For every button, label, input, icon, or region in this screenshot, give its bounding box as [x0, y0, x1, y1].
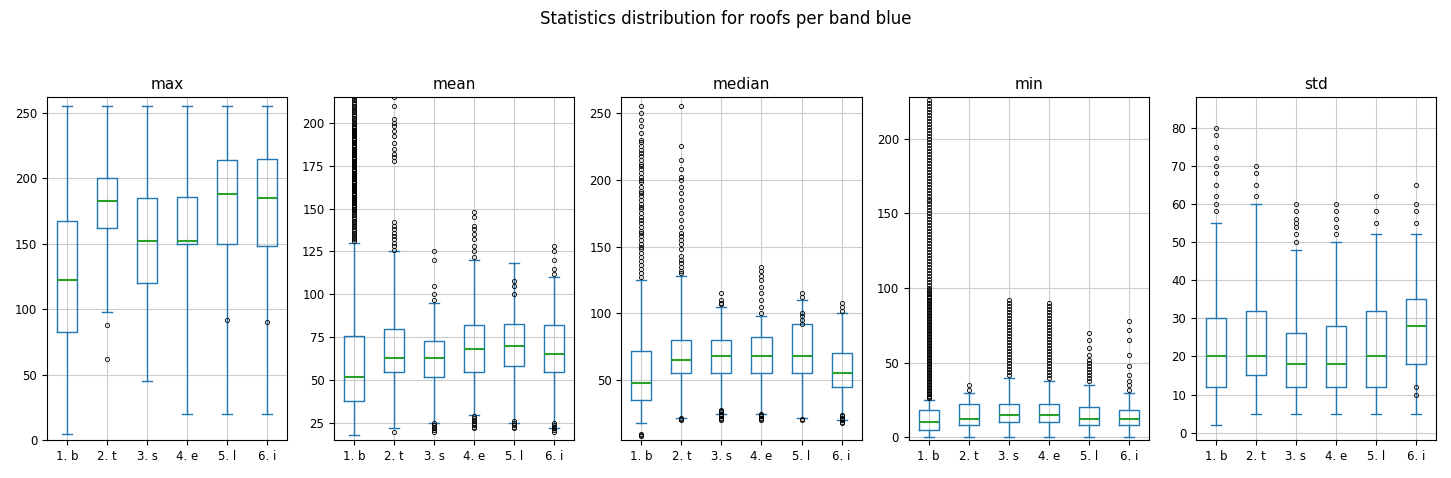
Title: max: max — [151, 76, 184, 92]
Title: median: median — [712, 76, 770, 92]
Title: mean: mean — [432, 76, 476, 92]
Text: Statistics distribution for roofs per band blue: Statistics distribution for roofs per ba… — [540, 10, 911, 28]
Title: min: min — [1014, 76, 1043, 92]
Title: std: std — [1304, 76, 1328, 92]
